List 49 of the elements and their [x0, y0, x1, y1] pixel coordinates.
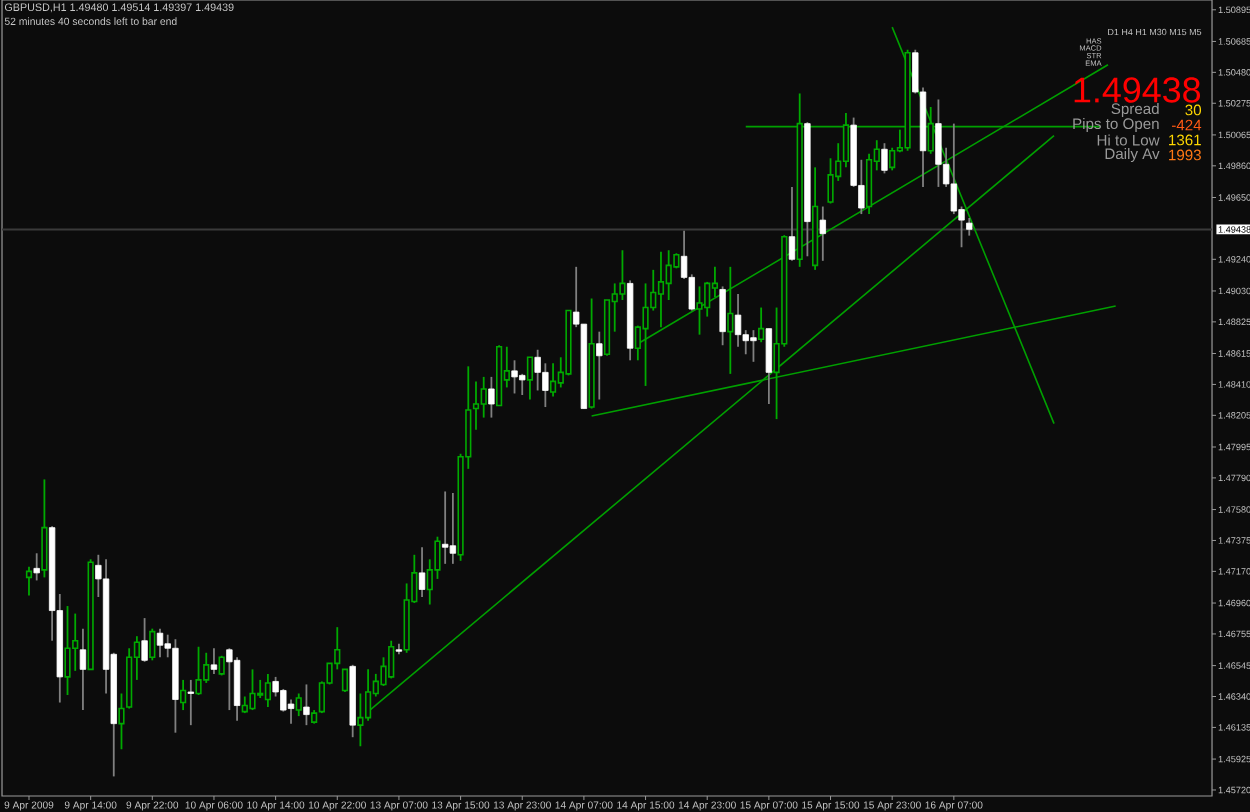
candlestick — [704, 281, 711, 318]
candlestick — [511, 359, 518, 395]
candlestick — [33, 552, 40, 582]
candlestick — [149, 627, 156, 662]
candlestick — [72, 612, 79, 672]
candlestick — [758, 306, 765, 344]
candlestick — [303, 683, 310, 727]
candlestick — [64, 605, 71, 696]
candlestick — [156, 627, 164, 659]
candlestick — [418, 546, 426, 598]
candlestick — [696, 285, 703, 336]
candlestick — [719, 285, 726, 347]
candlestick — [141, 617, 148, 663]
candlestick — [765, 327, 773, 405]
candlestick — [881, 142, 888, 175]
candlestick — [488, 375, 495, 419]
candlestick — [249, 668, 256, 711]
candlestick — [819, 205, 826, 262]
candlestick — [950, 122, 958, 215]
candlestick — [519, 372, 526, 396]
candlestick — [187, 679, 195, 727]
candlestick — [264, 672, 272, 708]
candlestick — [287, 698, 295, 725]
candlestick — [449, 492, 457, 565]
candlestick — [865, 152, 873, 215]
candlestick — [41, 478, 48, 579]
candlestick — [526, 356, 534, 401]
annotation: 1.49438 — [1074, 77, 1201, 103]
candlestick — [889, 146, 896, 172]
candlestick — [441, 490, 449, 565]
candlestick — [935, 98, 942, 188]
candlestick — [233, 656, 241, 722]
candlestick — [180, 679, 187, 711]
candlestick — [549, 362, 557, 398]
candlestick — [388, 639, 395, 680]
candlestick — [665, 249, 672, 301]
candlestick — [472, 380, 480, 431]
candlestick — [210, 647, 218, 675]
candlestick — [596, 330, 603, 401]
candlestick — [750, 329, 757, 363]
candlestick — [195, 645, 202, 696]
candlestick — [480, 375, 487, 419]
candlestick — [341, 668, 349, 693]
candlestick — [657, 250, 665, 329]
candlestick — [79, 627, 87, 711]
candlestick — [734, 293, 742, 348]
candlestick — [788, 186, 796, 262]
candlestick — [295, 692, 302, 717]
candlestick — [25, 565, 33, 597]
